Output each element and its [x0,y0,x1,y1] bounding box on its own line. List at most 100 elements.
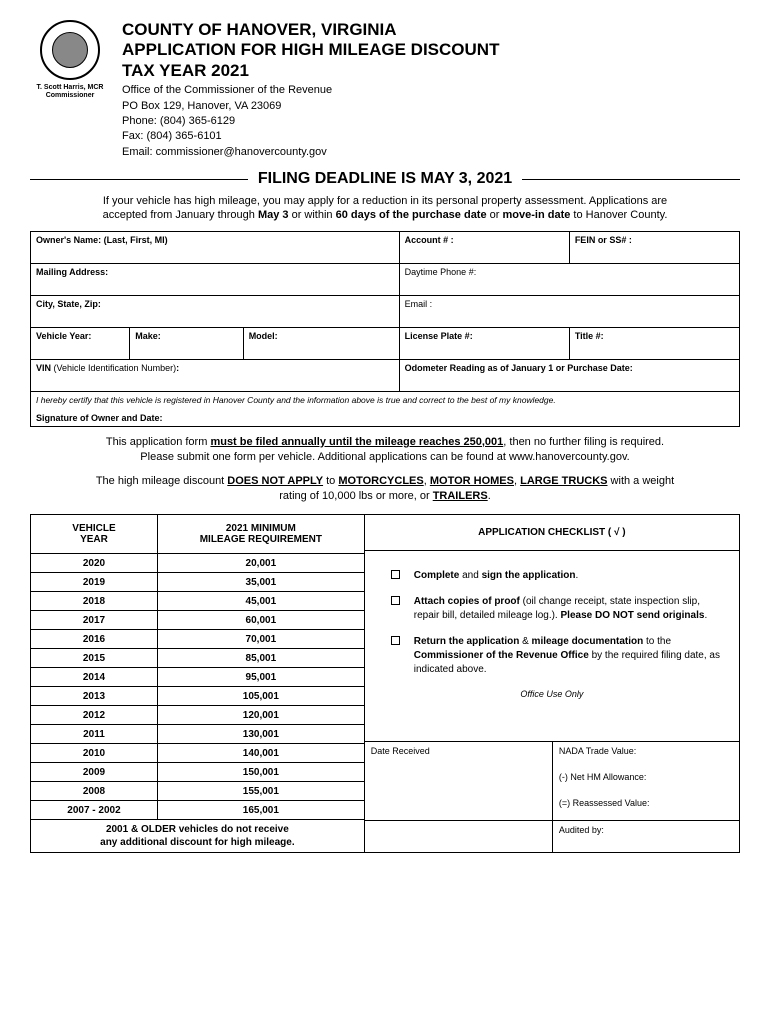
application-form: Owner's Name: (Last, First, MI) Account … [30,231,740,427]
intro-l2a: accepted from January through [103,209,258,221]
field-title[interactable]: Title #: [569,327,739,359]
mileage-year: 2016 [31,630,157,649]
mileage-row: 201670,001 [31,630,364,649]
mileage-year: 2011 [31,725,157,744]
field-owner[interactable]: Owner's Name: (Last, First, MI) [31,231,400,263]
mileage-value: 70,001 [157,630,363,649]
mileage-table: VEHICLEYEAR 2021 MINIMUMMILEAGE REQUIREM… [31,515,364,852]
mileage-row: 201760,001 [31,611,364,630]
intro-may3: May 3 [258,209,289,221]
older-vehicles-note: 2001 & OLDER vehicles do not receiveany … [31,820,364,853]
field-reassessed[interactable]: (=) Reassessed Value: [552,794,739,820]
intro-movein: move-in date [503,209,571,221]
checklist-item-3: Return the application & mileage documen… [381,635,723,677]
field-city[interactable]: City, State, Zip: [31,295,400,327]
checklist-column: APPLICATION CHECKLIST ( √ ) Complete and… [364,515,739,852]
commissioner-name: T. Scott Harris, MCR [30,84,110,92]
mileage-value: 20,001 [157,554,363,573]
cert-text: I hereby certify that this vehicle is re… [36,395,734,405]
rule-right [522,179,740,180]
field-audited[interactable]: Audited by: [552,820,739,852]
mileage-row: 2008155,001 [31,782,364,801]
annual-filing-note: This application form must be filed annu… [34,435,736,466]
rule-left [30,179,248,180]
office-email: Email: commissioner@hanovercounty.gov [122,145,740,160]
mileage-value: 120,001 [157,706,363,725]
mileage-year: 2010 [31,744,157,763]
field-certification[interactable]: I hereby certify that this vehicle is re… [31,391,740,426]
checklist-header: APPLICATION CHECKLIST ( √ ) [365,515,739,551]
intro-l1: If your vehicle has high mileage, you ma… [103,195,667,207]
mileage-row: 201585,001 [31,649,364,668]
mileage-value: 140,001 [157,744,363,763]
intro-60days: 60 days of the purchase date [336,209,487,221]
field-phone[interactable]: Daytime Phone #: [399,263,739,295]
mileage-value: 150,001 [157,763,363,782]
office-use-grid: Date Received NADA Trade Value: (-) Net … [365,741,739,852]
mileage-row: 2009150,001 [31,763,364,782]
mileage-value: 130,001 [157,725,363,744]
field-email[interactable]: Email : [399,295,739,327]
office-line2: PO Box 129, Hanover, VA 23069 [122,99,740,114]
mileage-year: 2012 [31,706,157,725]
mileage-value: 35,001 [157,573,363,592]
seal-column: T. Scott Harris, MCR Commissioner [30,20,110,160]
intro-l2c: or within [289,209,336,221]
mileage-year: 2018 [31,592,157,611]
field-mailing[interactable]: Mailing Address: [31,263,400,295]
checkbox-icon[interactable] [391,636,400,645]
field-vyear[interactable]: Vehicle Year: [31,327,130,359]
field-make[interactable]: Make: [130,327,243,359]
field-date-received[interactable]: Date Received [365,742,552,774]
mileage-row: 2012120,001 [31,706,364,725]
office-line1: Office of the Commissioner of the Revenu… [122,83,740,98]
field-model[interactable]: Model: [243,327,399,359]
office-phone: Phone: (804) 365-6129 [122,114,740,129]
mileage-row: 2013105,001 [31,687,364,706]
field-account[interactable]: Account # : [399,231,569,263]
mileage-row: 201935,001 [31,573,364,592]
mileage-row: 202020,001 [31,554,364,573]
field-odometer[interactable]: Odometer Reading as of January 1 or Purc… [399,359,739,391]
title-line1: COUNTY OF HANOVER, VIRGINIA [122,20,740,40]
county-seal-icon [40,20,100,80]
mileage-value: 155,001 [157,782,363,801]
field-plate[interactable]: License Plate #: [399,327,569,359]
mileage-year: 2009 [31,763,157,782]
mileage-year: 2020 [31,554,157,573]
mileage-value: 165,001 [157,801,363,820]
mileage-value: 85,001 [157,649,363,668]
intro-text: If your vehicle has high mileage, you ma… [30,194,740,223]
mileage-year: 2019 [31,573,157,592]
field-nada[interactable]: NADA Trade Value: [552,742,739,768]
mileage-column: VEHICLEYEAR 2021 MINIMUMMILEAGE REQUIREM… [31,515,364,852]
mileage-year: 2013 [31,687,157,706]
field-vin[interactable]: VIN (Vehicle Identification Number): [31,359,400,391]
checklist-item-2: Attach copies of proof (oil change recei… [381,595,723,623]
checkbox-icon[interactable] [391,596,400,605]
mileage-row: 201845,001 [31,592,364,611]
field-audited-left[interactable] [365,820,552,852]
mileage-row: 201495,001 [31,668,364,687]
deadline-row: FILING DEADLINE IS MAY 3, 2021 [30,170,740,188]
mileage-value: 60,001 [157,611,363,630]
checklist-body: Complete and sign the application. Attac… [365,551,739,741]
office-fax: Fax: (804) 365-6101 [122,129,740,144]
field-net-hm[interactable]: (-) Net HM Allowance: [552,768,739,794]
field-fein[interactable]: FEIN or SS# : [569,231,739,263]
title-column: COUNTY OF HANOVER, VIRGINIA APPLICATION … [122,20,740,160]
checklist-item-1: Complete and sign the application. [381,569,723,583]
title-line2: APPLICATION FOR HIGH MILEAGE DISCOUNT [122,40,740,60]
mileage-year: 2017 [31,611,157,630]
mileage-h1: VEHICLEYEAR [31,515,157,554]
intro-l2e: or [487,209,503,221]
title-line3: TAX YEAR 2021 [122,61,740,81]
mileage-year: 2015 [31,649,157,668]
mileage-year: 2007 - 2002 [31,801,157,820]
intro-l2g: to Hanover County. [570,209,667,221]
mileage-row: 2007 - 2002165,001 [31,801,364,820]
mileage-row: 2011130,001 [31,725,364,744]
mileage-value: 45,001 [157,592,363,611]
exclusion-note: The high mileage discount DOES NOT APPLY… [34,474,736,505]
checkbox-icon[interactable] [391,570,400,579]
